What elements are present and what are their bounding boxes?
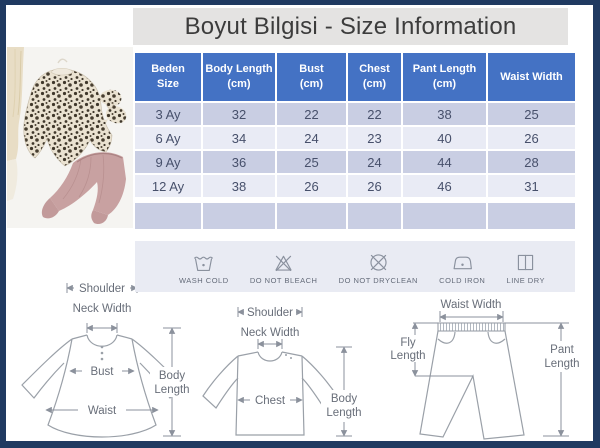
measurement-label-pant-length-2: Length: [544, 358, 579, 370]
measurement-label-neck-width: Neck Width: [241, 327, 300, 339]
cell-waist-width: 25: [488, 103, 575, 125]
measurement-label-body-length-2: Length: [326, 407, 361, 419]
hanger: [57, 58, 68, 64]
cell-chest: 23: [348, 127, 401, 149]
care-item-cold-iron: COLD IRON: [439, 251, 485, 285]
cell-bust: 24: [277, 127, 346, 149]
cell-size: 9 Ay: [135, 151, 201, 173]
size-table: Beden Size Body Length (cm) Bust (cm) Ch…: [135, 53, 575, 231]
cell-bust: 26: [277, 175, 346, 197]
care-label: DO NOT DRYCLEAN: [338, 275, 418, 285]
do-not-dryclean-icon: [370, 253, 387, 271]
do-not-bleach-icon: [275, 255, 292, 271]
measurement-label-waist-width: Waist Width: [441, 299, 502, 311]
headband-bow: [92, 89, 127, 135]
cell-chest: 24: [348, 151, 401, 173]
care-item-wash-cold: WASH COLD: [179, 251, 229, 285]
measurement-label-waist: Waist: [88, 405, 117, 417]
column-header-bust: Bust (cm): [277, 53, 346, 101]
care-label: WASH COLD: [179, 275, 229, 285]
cell-waist-width: 26: [488, 127, 575, 149]
measurement-label-shoulder: Shoulder: [247, 307, 293, 319]
measurement-label-neck-width: Neck Width: [73, 303, 132, 315]
cell-chest: 22: [348, 103, 401, 125]
measurement-label-bust: Bust: [90, 366, 114, 378]
column-header-pant-length: Pant Length (cm): [403, 53, 486, 101]
dress-measurement-diagram: Shoulder Neck Width Bust Waist Body Leng…: [21, 283, 193, 438]
cell-size: 12 Ay: [135, 175, 201, 197]
measurement-label-fly-length-2: Length: [390, 350, 425, 362]
line-dry-icon: [518, 254, 534, 270]
cell-body-length: 34: [203, 127, 275, 149]
column-header-body-length: Body Length (cm): [203, 53, 275, 101]
care-item-line-dry: LINE DRY: [507, 251, 545, 285]
pants-outline: [419, 322, 525, 440]
measurement-label-body-length-1: Body: [159, 370, 185, 382]
table-row: 9 Ay 36 25 24 44 28: [135, 151, 575, 173]
care-label: DO NOT BLEACH: [249, 275, 318, 285]
pants-measurements: Waist Width Fly Length Pant Length: [387, 299, 585, 437]
column-header-waist-width: Waist Width: [488, 53, 575, 101]
table-row: 3 Ay 32 22 22 38 25: [135, 103, 575, 125]
measurement-label-pant-length-1: Pant: [550, 344, 574, 356]
cell-body-length: 38: [203, 175, 275, 197]
measurement-label-shoulder: Shoulder: [79, 283, 125, 295]
care-item-do-not-dryclean: DO NOT DRYCLEAN: [339, 251, 418, 285]
cell-bust: 25: [277, 151, 346, 173]
top-measurements: Shoulder Neck Width Chest Body Length: [237, 305, 367, 437]
measurement-label-body-length-1: Body: [331, 393, 357, 405]
care-label: LINE DRY: [506, 275, 545, 285]
wash-cold-icon: [194, 256, 214, 271]
care-label: COLD IRON: [439, 275, 486, 285]
cell-body-length: 36: [203, 151, 275, 173]
leopard-top: [23, 67, 113, 167]
cold-iron-icon: [453, 256, 472, 269]
pants-measurement-diagram: Waist Width Fly Length Pant Length: [387, 299, 585, 440]
table-row: 12 Ay 38 26 26 46 31: [135, 175, 575, 197]
measurement-label-fly-length-1: Fly: [400, 337, 416, 349]
cell-body-length: 32: [203, 103, 275, 125]
cell-chest: 26: [348, 175, 401, 197]
column-header-beden-size: Beden Size: [135, 53, 201, 101]
table-row-empty: [135, 203, 575, 229]
column-header-chest: Chest (cm): [348, 53, 401, 101]
cell-pant-length: 40: [403, 127, 486, 149]
cell-pant-length: 44: [403, 151, 486, 173]
dress-measurements: Shoulder Neck Width Bust Waist Body Leng…: [45, 283, 193, 437]
page-title: Boyut Bilgisi - Size Information: [184, 12, 517, 40]
cell-waist-width: 28: [488, 151, 575, 173]
cell-pant-length: 46: [403, 175, 486, 197]
blanket: [7, 47, 24, 201]
cell-waist-width: 31: [488, 175, 575, 197]
cell-size: 3 Ay: [135, 103, 201, 125]
care-item-do-not-bleach: DO NOT BLEACH: [250, 251, 318, 285]
title-bar: Boyut Bilgisi - Size Information: [133, 8, 568, 45]
care-instructions-band: WASH COLD DO NOT BLEACH DO NOT DRYCLEAN …: [135, 241, 575, 292]
cell-pant-length: 38: [403, 103, 486, 125]
pink-pants: [41, 152, 126, 225]
product-photo: [7, 47, 133, 228]
measurement-label-chest: Chest: [255, 395, 286, 407]
measurement-label-body-length-2: Length: [154, 384, 189, 396]
cell-bust: 22: [277, 103, 346, 125]
table-header-row: Beden Size Body Length (cm) Bust (cm) Ch…: [135, 53, 575, 101]
cell-size: 6 Ay: [135, 127, 201, 149]
top-measurement-diagram: Shoulder Neck Width Chest Body Length: [202, 305, 367, 437]
table-row: 6 Ay 34 24 23 40 26: [135, 127, 575, 149]
